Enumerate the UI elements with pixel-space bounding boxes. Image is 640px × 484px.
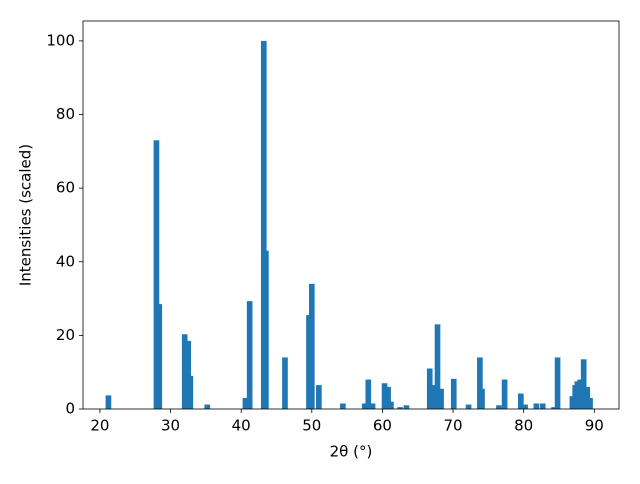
- bar: [522, 404, 528, 409]
- bar: [246, 301, 253, 409]
- bar: [308, 283, 315, 409]
- bar: [587, 397, 593, 409]
- bar: [105, 395, 112, 409]
- bar: [369, 403, 376, 409]
- y-tick-label: 20: [56, 326, 75, 344]
- y-tick-label: 40: [56, 252, 75, 270]
- bar: [381, 383, 388, 409]
- bar: [204, 404, 211, 409]
- y-tick-label: 100: [46, 31, 75, 49]
- x-tick-label: 90: [585, 417, 604, 435]
- bar: [580, 359, 587, 409]
- x-tick-label: 60: [373, 417, 392, 435]
- y-tick-label: 60: [56, 179, 75, 197]
- bar: [539, 403, 546, 409]
- plot-frame: [82, 20, 620, 410]
- bar: [340, 403, 346, 409]
- bar: [187, 375, 194, 409]
- bar: [434, 324, 441, 409]
- bar: [156, 304, 163, 409]
- y-tick-label: 80: [56, 105, 75, 123]
- bar: [438, 388, 444, 409]
- bar: [496, 405, 502, 409]
- bar: [450, 378, 457, 409]
- x-tick-label: 80: [514, 417, 533, 435]
- bar: [551, 407, 557, 409]
- bar: [501, 379, 508, 409]
- bar: [577, 379, 583, 409]
- bar: [153, 140, 160, 409]
- bar: [260, 40, 267, 409]
- bar: [282, 357, 288, 409]
- y-tick-label: 0: [65, 400, 75, 418]
- bar: [465, 404, 472, 409]
- bar: [316, 385, 322, 409]
- bar: [361, 403, 368, 409]
- bar: [479, 388, 485, 409]
- bar: [385, 386, 391, 409]
- bar: [242, 397, 249, 409]
- x-tick-label: 70: [443, 417, 462, 435]
- bar: [185, 340, 192, 409]
- x-tick-label: 40: [232, 417, 251, 435]
- bar: [518, 393, 524, 409]
- x-axis-label: 2θ (°): [330, 443, 373, 461]
- bar: [181, 334, 188, 409]
- bar: [431, 394, 437, 409]
- bar: [477, 357, 483, 409]
- bar: [397, 407, 403, 409]
- bar: [403, 405, 410, 409]
- y-axis-label: Intensities (scaled): [17, 144, 35, 286]
- x-tick-label: 20: [90, 417, 109, 435]
- bar: [533, 403, 540, 409]
- bar: [554, 357, 561, 409]
- x-tick-label: 30: [161, 417, 180, 435]
- bar: [263, 250, 269, 409]
- bar: [365, 379, 372, 409]
- bar: [388, 401, 394, 409]
- x-tick-label: 50: [302, 417, 321, 435]
